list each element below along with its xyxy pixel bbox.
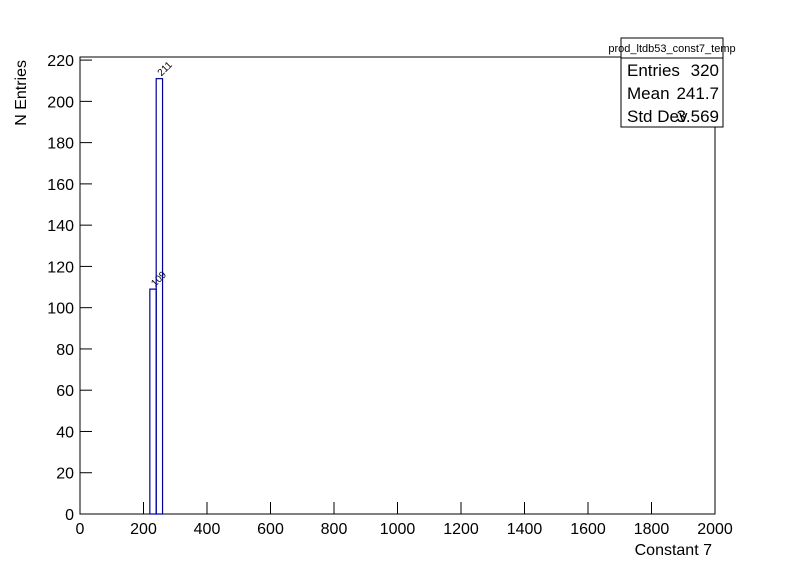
y-tick-label: 180 — [47, 136, 74, 153]
x-tick-label: 2000 — [697, 521, 733, 538]
y-tick-label: 60 — [56, 383, 74, 400]
stats-label: Mean — [627, 84, 670, 103]
x-tick-label: 1600 — [570, 521, 606, 538]
y-axis-title: N Entries — [13, 60, 30, 126]
y-tick-label: 100 — [47, 301, 74, 318]
stats-value: 241.7 — [676, 84, 719, 103]
x-tick-label: 800 — [321, 521, 348, 538]
y-tick-label: 220 — [47, 53, 74, 70]
y-tick-label: 0 — [65, 507, 74, 524]
x-tick-label: 200 — [130, 521, 157, 538]
y-tick-label: 140 — [47, 218, 74, 235]
x-tick-label: 0 — [76, 521, 85, 538]
x-axis-title: Constant 7 — [635, 542, 712, 559]
y-tick-label: 120 — [47, 259, 74, 276]
x-tick-label: 1200 — [443, 521, 479, 538]
y-tick-label: 200 — [47, 94, 74, 111]
x-tick-label: 1400 — [507, 521, 543, 538]
stats-value: 320 — [691, 61, 719, 80]
x-tick-label: 1000 — [380, 521, 416, 538]
stats-value: 3.569 — [676, 107, 719, 126]
bar — [155, 78, 164, 515]
stats-label: Std Dev — [627, 107, 688, 126]
stats-title: prod_ltdb53_const7_temp — [608, 43, 735, 55]
y-tick-label: 80 — [56, 342, 74, 359]
stats-label: Entries — [627, 61, 680, 80]
x-tick-label: 1800 — [634, 521, 670, 538]
stats-box — [620, 37, 724, 128]
y-tick-label: 40 — [56, 424, 74, 441]
x-tick-label: 400 — [194, 521, 221, 538]
y-tick-label: 160 — [47, 177, 74, 194]
y-tick-label: 20 — [56, 466, 74, 483]
x-tick-label: 600 — [257, 521, 284, 538]
